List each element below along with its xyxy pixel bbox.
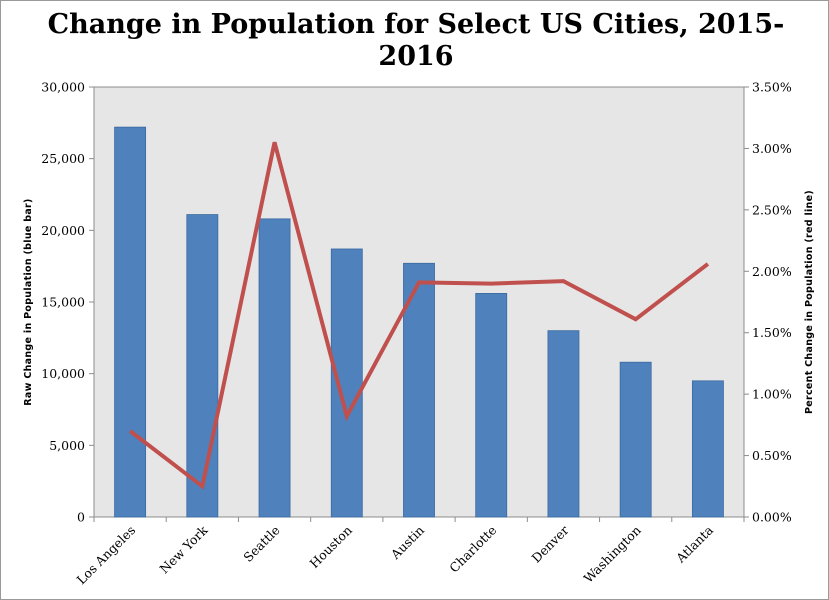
- left-axis-title: Raw Change in Population (blue bar): [23, 198, 34, 405]
- left-tick-label: 0: [77, 510, 85, 525]
- right-axis-ticks: 0.00% 0.50% 1.00% 1.50% 2.00% 2.50% 3.00% 3.50%: [744, 80, 792, 525]
- left-tick-label: 30,000: [41, 80, 85, 95]
- chart-title: Change in Population for Select US Citie…: [47, 9, 785, 72]
- x-tick-label: Washington: [581, 523, 644, 586]
- right-tick-label: 3.50%: [752, 80, 792, 95]
- left-tick-label: 5,000: [49, 438, 85, 453]
- bar-houston: [330, 248, 363, 518]
- left-tick-label: 10,000: [41, 366, 85, 381]
- left-tick-label: 25,000: [41, 151, 85, 166]
- x-tick-label: New York: [157, 522, 211, 576]
- x-tick-label: Charlotte: [446, 523, 499, 576]
- bar-seattle: [258, 218, 291, 518]
- x-tick-label: Austin: [387, 523, 427, 563]
- bar-new-york: [186, 214, 219, 518]
- right-tick-label: 3.00%: [752, 141, 792, 156]
- x-tick-label: Los Angeles: [74, 523, 139, 588]
- x-tick-label: Houston: [306, 523, 354, 571]
- bar-charlotte: [475, 292, 508, 518]
- bar-atlanta: [691, 380, 724, 518]
- right-axis-title: Percent Change in Population (red line): [804, 190, 815, 414]
- x-tick-label: Atlanta: [672, 522, 716, 566]
- right-tick-label: 1.50%: [752, 325, 792, 340]
- right-tick-label: 2.00%: [752, 264, 792, 279]
- left-tick-label: 15,000: [41, 295, 85, 310]
- x-axis-ticks: Los Angeles New York Seattle Houston Austin C…: [74, 517, 745, 588]
- right-tick-label: 2.50%: [752, 202, 792, 217]
- bar-washington: [619, 361, 652, 518]
- bar-los-angeles: [114, 126, 147, 518]
- bars-layer: [114, 126, 724, 518]
- right-tick-label: 0.50%: [752, 448, 792, 463]
- left-axis-ticks: 0 5,000 10,000 15,000 20,000 25,000 30,000: [41, 80, 94, 525]
- left-tick-label: 20,000: [41, 223, 85, 238]
- right-tick-label: 1.00%: [752, 387, 792, 402]
- x-tick-label: Seattle: [240, 523, 282, 565]
- percent-change-line: [128, 141, 710, 490]
- right-tick-label: 0.00%: [752, 510, 792, 525]
- x-tick-label: Denver: [528, 522, 571, 565]
- bar-denver: [547, 330, 580, 518]
